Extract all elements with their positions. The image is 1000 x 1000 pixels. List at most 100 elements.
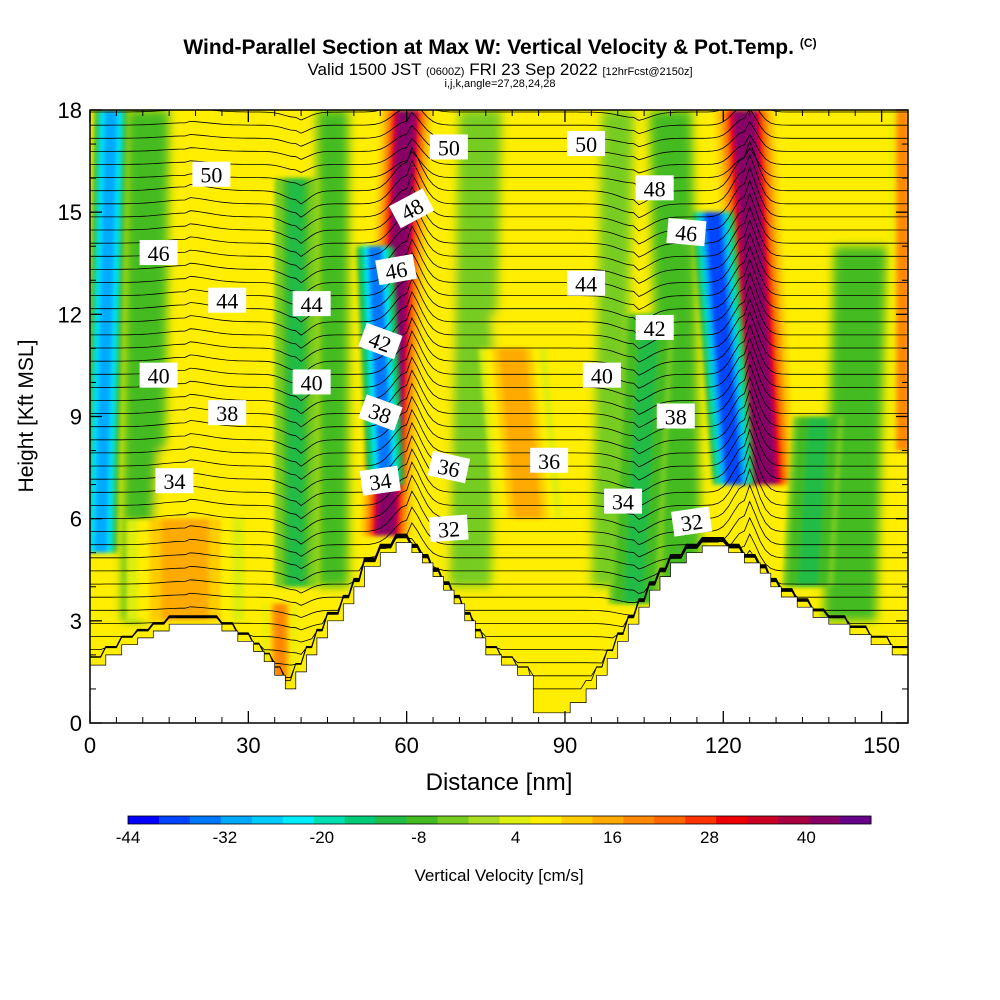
theta-line-10 bbox=[90, 516, 908, 570]
colorbar-swatch bbox=[128, 816, 160, 824]
x-axis: 0 30 60 90 120 150 bbox=[84, 110, 909, 758]
contour-label-box bbox=[604, 488, 643, 514]
theta-line-38 bbox=[90, 139, 908, 206]
potential-temperature-contours bbox=[90, 69, 908, 690]
colorbar-swatch bbox=[592, 816, 624, 824]
contour-label-text: 40 bbox=[591, 364, 613, 389]
y-tick-label: 12 bbox=[58, 302, 82, 327]
contour-label-text: 36 bbox=[538, 449, 560, 474]
contour-label-text: 34 bbox=[163, 469, 185, 494]
contour-label-box bbox=[567, 270, 606, 296]
contour-label-24: 34 bbox=[604, 488, 643, 515]
theta-line-26 bbox=[90, 297, 908, 363]
valid-utc: (0600Z) bbox=[425, 66, 465, 78]
contour-label-text: 50 bbox=[438, 135, 460, 160]
colorbar-swatch bbox=[685, 816, 717, 824]
theta-line-32 bbox=[90, 218, 908, 284]
contour-label-text: 38 bbox=[216, 401, 238, 426]
theta-line-45 bbox=[90, 69, 908, 107]
colorbar-swatch bbox=[158, 816, 191, 824]
colorbar-swatch bbox=[840, 816, 872, 824]
theta-line-9 bbox=[90, 533, 908, 582]
colorbar-swatch bbox=[251, 816, 284, 824]
contour-label-box bbox=[358, 322, 403, 360]
colorbar-swatch bbox=[468, 816, 500, 824]
contour-label-22: 38 bbox=[656, 403, 695, 430]
theta-line-8 bbox=[90, 537, 908, 595]
y-tick-label: 15 bbox=[58, 200, 82, 225]
updraft-core-3-3 bbox=[732, 110, 778, 485]
contour-label-box bbox=[567, 131, 606, 157]
updraft-core-0-3 bbox=[161, 518, 209, 621]
colorbar-tick-label: 40 bbox=[797, 828, 816, 847]
contour-label-box bbox=[429, 134, 468, 160]
y-tick-label: 6 bbox=[70, 507, 82, 532]
contour-label-box bbox=[139, 240, 178, 266]
colorbar-frame bbox=[127, 815, 872, 825]
contour-label-17: 48 bbox=[635, 175, 674, 201]
chart-title: Wind-Parallel Section at Max W: Vertical… bbox=[0, 36, 1000, 60]
contour-label-18: 46 bbox=[666, 217, 707, 247]
theta-line-35 bbox=[90, 179, 908, 245]
contour-label-5: 40 bbox=[292, 369, 331, 395]
colorbar-tick-label: -8 bbox=[411, 828, 426, 847]
contour-label-box bbox=[155, 468, 194, 494]
theta-line-43 bbox=[90, 110, 908, 135]
theta-line-19 bbox=[90, 389, 908, 455]
y-tick-label: 9 bbox=[70, 405, 82, 430]
contour-label-text: 40 bbox=[148, 364, 170, 389]
contour-label-text: 50 bbox=[200, 163, 222, 188]
theta-line-16 bbox=[90, 428, 908, 494]
contour-label-text: 46 bbox=[383, 256, 409, 284]
contour-label-6: 38 bbox=[208, 400, 247, 426]
colorbar-tick-label: -44 bbox=[116, 828, 141, 847]
contour-label-box bbox=[292, 369, 331, 395]
terrain-mask bbox=[89, 542, 909, 724]
y-axis-label: Height [Kft MSL] bbox=[15, 340, 38, 493]
downdraft-core-4-3 bbox=[623, 314, 660, 604]
contour-label-21: 40 bbox=[582, 362, 621, 389]
colorbar-tick-label: 16 bbox=[603, 828, 622, 847]
colorbar-tick-label: 28 bbox=[700, 828, 719, 847]
downdraft-5 bbox=[782, 416, 844, 587]
theta-line-20 bbox=[90, 375, 908, 442]
y-tick-label: 3 bbox=[70, 609, 82, 634]
x-axis-label: Distance [nm] bbox=[426, 769, 573, 796]
theta-line-25 bbox=[90, 310, 908, 376]
contour-label-10: 46 bbox=[375, 253, 417, 286]
theta-line-17 bbox=[90, 415, 908, 481]
theta-line-36 bbox=[90, 166, 908, 232]
colorbar-swatch bbox=[375, 816, 408, 824]
contour-label-text: 46 bbox=[148, 241, 170, 266]
colorbar-tick-label: -20 bbox=[310, 828, 335, 847]
colorbar-swatch bbox=[313, 816, 346, 824]
contour-label-23: 36 bbox=[530, 447, 569, 474]
contour-label-0: 50 bbox=[192, 161, 231, 188]
contour-label-box bbox=[389, 188, 435, 229]
downdraft-4 bbox=[608, 314, 675, 604]
colorbar-swatch bbox=[716, 816, 748, 824]
colorbar: -44 -32 -20 -8 4 16 28 40 bbox=[116, 815, 872, 847]
contour-label-12: 38 bbox=[358, 394, 403, 431]
theta-line-13 bbox=[90, 467, 908, 533]
theta-line-22 bbox=[90, 349, 908, 415]
colorbar-swatch bbox=[189, 816, 222, 824]
updraft-2 bbox=[478, 348, 562, 519]
contour-label-8: 50 bbox=[429, 134, 468, 160]
downdraft-core-2-3 bbox=[704, 212, 743, 485]
contour-label-text: 32 bbox=[679, 509, 704, 537]
contour-label-text: 42 bbox=[644, 316, 666, 341]
contour-label-text: 40 bbox=[301, 370, 323, 395]
contour-label-box bbox=[208, 400, 247, 426]
updraft-core-2-3 bbox=[498, 348, 542, 519]
downdraft-core-0-3 bbox=[93, 110, 118, 553]
colorbar-swatch bbox=[344, 816, 377, 824]
valid-date: FRI 23 Sep 2022 bbox=[469, 60, 598, 79]
x-tick-label: 120 bbox=[705, 733, 742, 758]
downdraft-2 bbox=[691, 212, 755, 485]
contour-label-text: 34 bbox=[612, 490, 634, 515]
title-units-tag: (C) bbox=[799, 36, 817, 50]
contour-label-box bbox=[358, 394, 403, 431]
contour-label-text: 44 bbox=[301, 292, 323, 317]
